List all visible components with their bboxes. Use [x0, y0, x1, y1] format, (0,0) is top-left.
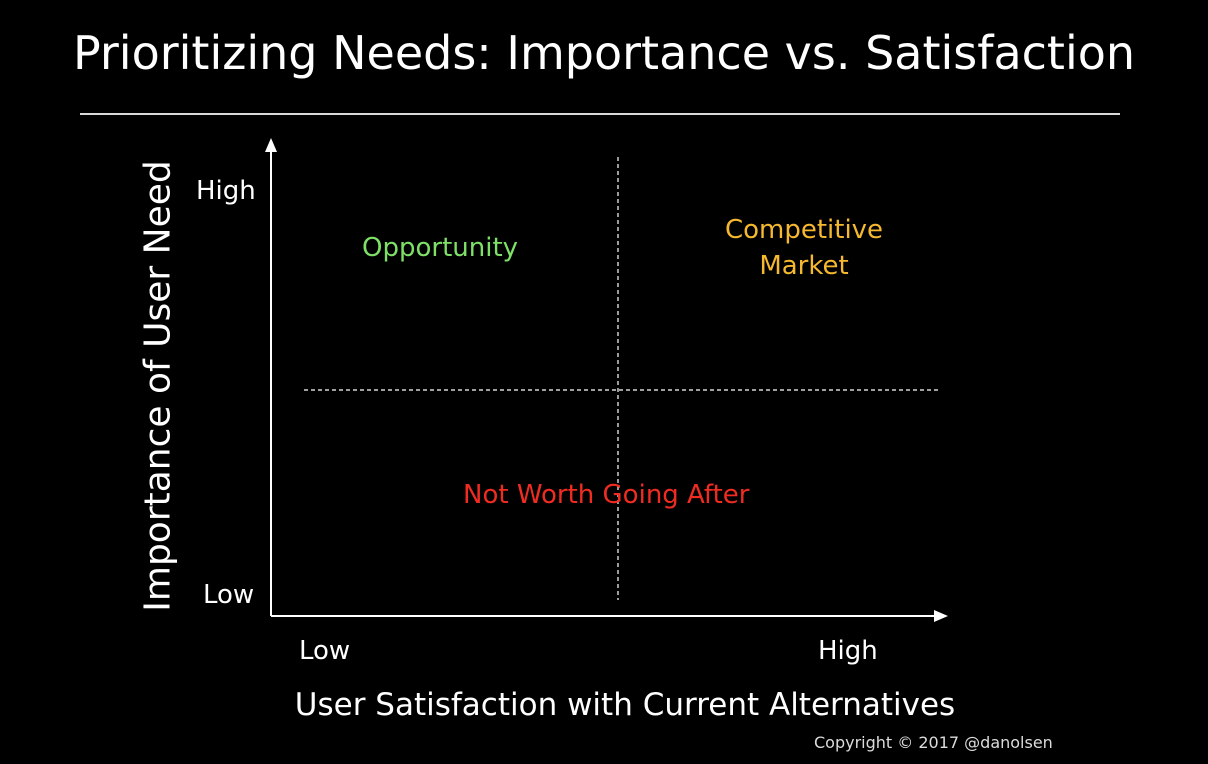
- competitive-market-line1: Competitive: [724, 215, 884, 245]
- not-worth-going-after-label: Not Worth Going After: [463, 480, 750, 510]
- title-divider: [80, 113, 1120, 115]
- x-high-label: High: [818, 636, 878, 666]
- x-axis-arrowhead: [934, 610, 948, 622]
- x-axis-title: User Satisfaction with Current Alternati…: [294, 687, 956, 723]
- x-low-label: Low: [299, 636, 351, 666]
- y-high-label: High: [196, 176, 256, 206]
- y-axis-arrowhead: [265, 138, 277, 152]
- opportunity-quadrant-label: Opportunity: [362, 233, 519, 263]
- page-title: Prioritizing Needs: Importance vs. Satis…: [72, 26, 1136, 80]
- y-low-label: Low: [203, 580, 255, 610]
- competitive-market-quadrant-label: Competitive Market: [714, 212, 894, 284]
- y-axis-title: Importance of User Need: [137, 160, 179, 612]
- copyright-notice: Copyright © 2017 @danolsen: [814, 733, 1053, 752]
- competitive-market-line2: Market: [759, 251, 849, 281]
